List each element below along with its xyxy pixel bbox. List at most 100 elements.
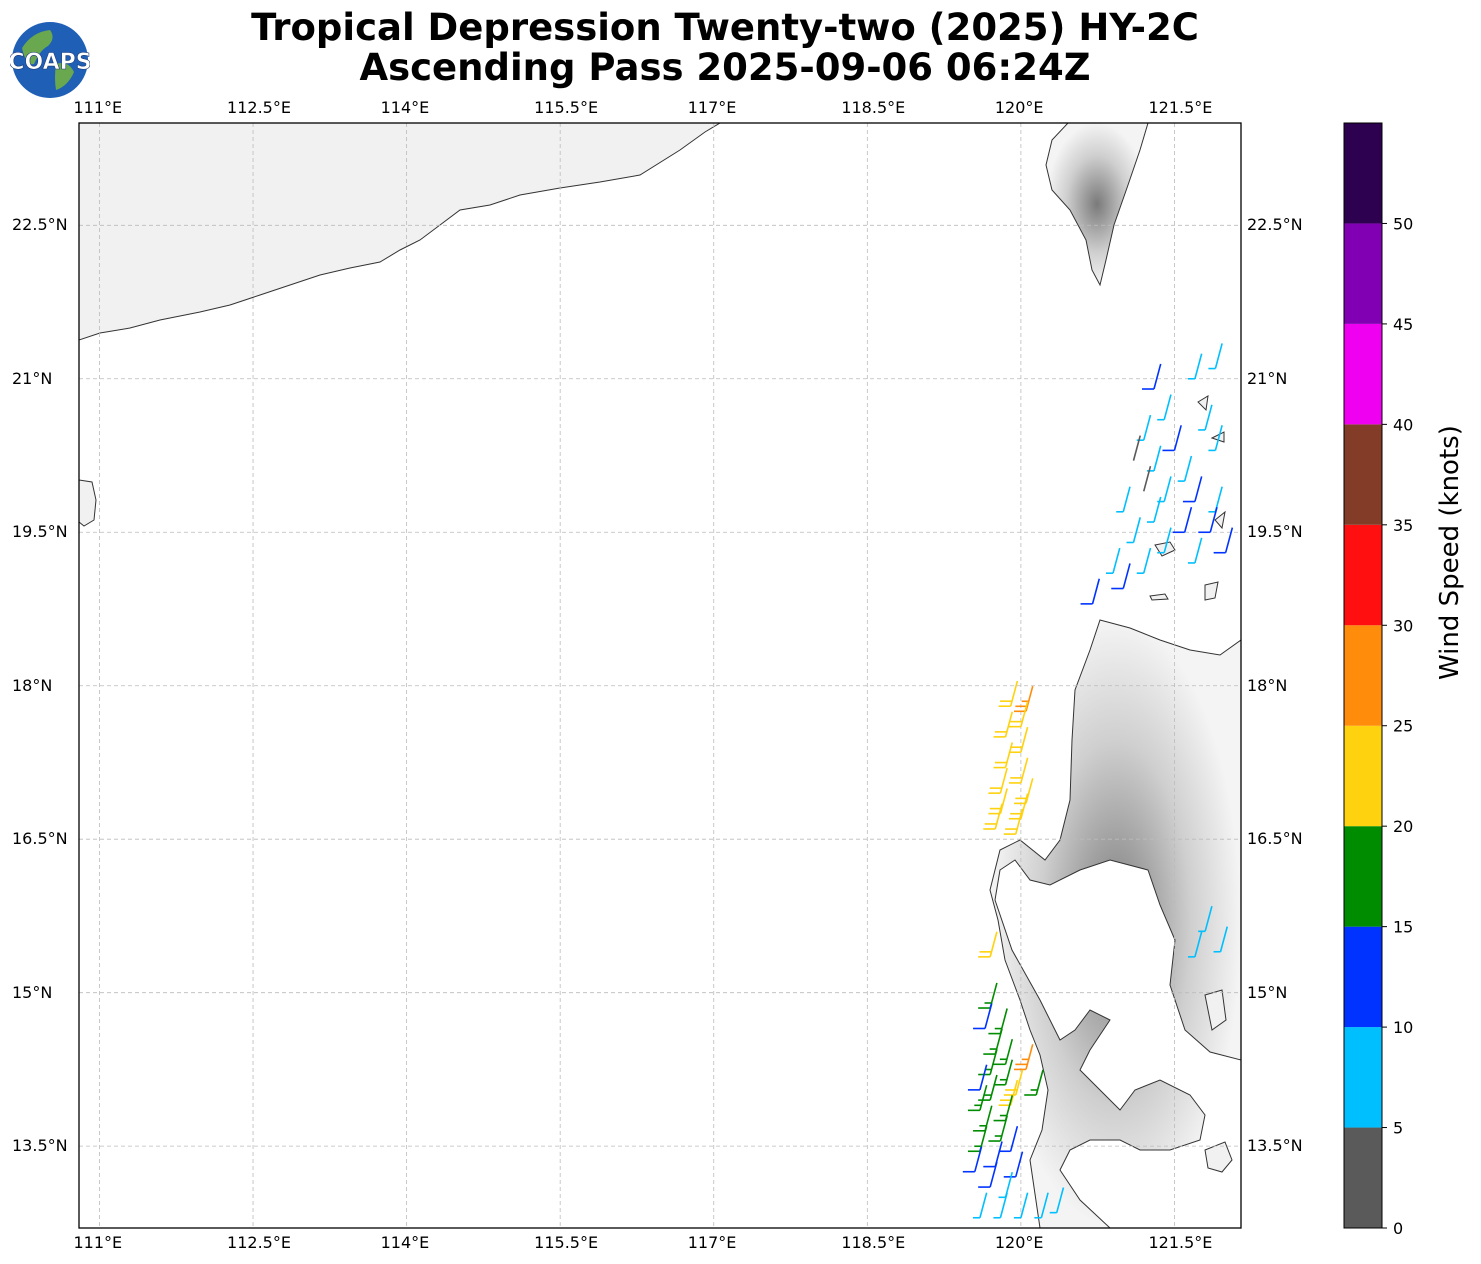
wind-barb	[1013, 1192, 1029, 1219]
wind-barb	[962, 1146, 983, 1173]
wind-barb	[973, 1003, 993, 1030]
wind-barb	[1187, 931, 1203, 958]
wind-barb	[993, 1059, 1014, 1086]
wind-barb	[1136, 414, 1152, 441]
wind-barb	[983, 803, 1003, 830]
lon-tick-label-bottom: 117°E	[687, 1233, 737, 1252]
map-frame	[78, 122, 1242, 1229]
wind-barb	[1003, 1151, 1024, 1178]
wind-barb	[988, 1115, 1008, 1142]
wind-barb	[1008, 726, 1029, 754]
wind-barb	[967, 1064, 988, 1091]
mindoro-island	[1204, 989, 1233, 1173]
lon-tick-label-bottom: 115.5°E	[534, 1233, 599, 1252]
colorbar-tick-label: 50	[1393, 214, 1413, 233]
wind-barb	[1142, 466, 1152, 492]
wind-barb	[1146, 496, 1162, 523]
colorbar-tick-label: 40	[1393, 415, 1413, 434]
wind-barb	[993, 711, 1014, 738]
title-line-1: Tropical Depression Twenty-two (2025) HY…	[251, 6, 1199, 49]
wind-barb	[998, 680, 1019, 707]
wind-barb	[1213, 926, 1229, 953]
wind-barb	[988, 788, 1008, 815]
wind-barb	[1208, 486, 1223, 513]
lon-tick-label-bottom: 114°E	[380, 1233, 430, 1252]
lat-tick-label-left: 22.5°N	[12, 215, 68, 235]
lat-tick-label-left: 19.5°N	[12, 522, 68, 542]
colorbar-bin	[1344, 123, 1382, 224]
lon-tick-label-top: 111°E	[73, 98, 123, 117]
wind-barb	[1172, 506, 1193, 534]
colorbar-tick-label: 20	[1393, 817, 1413, 836]
wind-barb	[1008, 757, 1029, 784]
wind-barb	[1014, 685, 1034, 713]
colorbar-bin	[1344, 725, 1382, 827]
title-line-2: Ascending Pass 2025-09-06 06:24Z	[359, 46, 1091, 89]
wind-barb	[978, 931, 998, 958]
wind-barb	[1132, 435, 1142, 461]
wind-barb	[1198, 404, 1213, 431]
lon-tick-label-top: 112.5°E	[227, 98, 291, 117]
luzon-land	[989, 619, 1241, 1228]
colorbar-label: Wind Speed (knots)	[1435, 425, 1465, 680]
lon-tick-label-top: 117°E	[687, 98, 737, 117]
wind-barb	[972, 1192, 988, 1219]
colorbar-bin	[1344, 424, 1382, 525]
wind-barb	[1008, 793, 1029, 820]
wind-barb	[993, 1038, 1014, 1066]
wind-barb	[1208, 425, 1223, 452]
wind-barb	[1106, 547, 1121, 574]
lat-tick-label-left: 16.5°N	[12, 829, 68, 849]
lon-tick-label-bottom: 112.5°E	[227, 1233, 291, 1252]
colorbar-tick-label: 25	[1393, 717, 1413, 736]
wind-barb	[1208, 343, 1223, 370]
wind-barb	[983, 1141, 1003, 1168]
wind-barb	[998, 1125, 1019, 1153]
hainan-land	[79, 479, 97, 527]
lon-tick-label-bottom: 120°E	[994, 1233, 1044, 1252]
wind-barb	[998, 1171, 1014, 1199]
lon-tick-label-bottom: 111°E	[73, 1233, 123, 1252]
gridlines	[79, 123, 1241, 1228]
colorbar-bin	[1344, 223, 1382, 324]
colorbar-frame	[1343, 122, 1383, 1229]
colorbar-tick-label: 35	[1393, 516, 1413, 535]
wind-barb	[978, 1049, 998, 1076]
wind-barb	[1136, 547, 1152, 574]
lat-tick-label-left: 13.5°N	[12, 1136, 68, 1156]
lon-tick-label-top: 120°E	[994, 98, 1044, 117]
colorbar-bin	[1344, 1127, 1382, 1228]
wind-barb	[1198, 905, 1213, 933]
colorbar-bin	[1344, 926, 1382, 1028]
wind-barb	[993, 1095, 1014, 1122]
lat-tick-label-left: 18°N	[12, 675, 53, 695]
lat-tick-label-left: 21°N	[12, 368, 53, 388]
wind-barb	[978, 982, 998, 1009]
colorbar-bin	[1344, 524, 1382, 626]
wind-barb	[1008, 701, 1029, 728]
batanes-island	[1149, 395, 1226, 601]
wind-barb	[1049, 1187, 1065, 1214]
lon-tick-label-top: 115.5°E	[534, 98, 599, 117]
lat-tick-label-right: 16.5°N	[1247, 829, 1303, 849]
lon-tick-label-top: 118.5°E	[841, 98, 906, 117]
lon-tick-label-bottom: 121.5°E	[1148, 1233, 1213, 1252]
wind-barb	[1198, 506, 1218, 534]
colorbar-tick-label: 30	[1393, 616, 1413, 635]
colorbar-tick-label: 0	[1393, 1219, 1403, 1238]
wind-barb	[1157, 394, 1172, 421]
wind-barb	[998, 1079, 1019, 1107]
wind-barb	[967, 1085, 988, 1112]
wind-barb	[1024, 1069, 1044, 1096]
lat-tick-label-right: 22.5°N	[1247, 215, 1303, 235]
wind-barb	[1213, 527, 1234, 554]
wind-barb	[1116, 486, 1131, 513]
wind-barb	[1187, 353, 1203, 380]
wind-barb	[1141, 363, 1162, 390]
lat-tick-label-right: 13.5°N	[1247, 1136, 1303, 1156]
coaps-logo: COAPS	[10, 22, 90, 98]
wind-barb	[988, 767, 1008, 794]
colorbar-bin	[1344, 625, 1382, 726]
lat-tick-label-right: 21°N	[1247, 368, 1288, 388]
